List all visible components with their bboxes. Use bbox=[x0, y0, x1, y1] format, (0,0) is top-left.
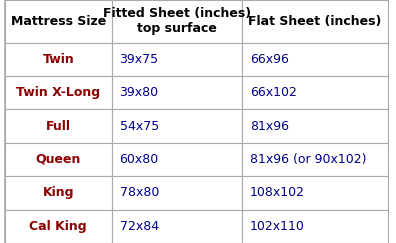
Bar bbox=[5, 143, 112, 176]
Bar bbox=[112, 109, 242, 143]
Text: 81x96 (or 90x102): 81x96 (or 90x102) bbox=[250, 153, 366, 166]
Bar bbox=[112, 0, 242, 43]
Text: Twin: Twin bbox=[42, 53, 74, 66]
Text: 81x96: 81x96 bbox=[250, 120, 289, 132]
Bar bbox=[242, 143, 388, 176]
Bar bbox=[5, 76, 112, 109]
Text: Fitted Sheet (inches)
top surface: Fitted Sheet (inches) top surface bbox=[103, 7, 251, 35]
Text: 102x110: 102x110 bbox=[250, 220, 305, 233]
Bar bbox=[5, 176, 112, 209]
Bar bbox=[242, 209, 388, 243]
Bar bbox=[242, 0, 388, 43]
Text: Twin X-Long: Twin X-Long bbox=[16, 86, 100, 99]
Bar bbox=[112, 176, 242, 209]
Bar bbox=[112, 143, 242, 176]
Text: 72x84: 72x84 bbox=[120, 220, 159, 233]
Text: 66x96: 66x96 bbox=[250, 53, 289, 66]
Bar bbox=[5, 43, 112, 76]
Bar bbox=[242, 76, 388, 109]
Text: 54x75: 54x75 bbox=[120, 120, 159, 132]
Text: King: King bbox=[42, 186, 74, 199]
Bar bbox=[242, 43, 388, 76]
Text: Mattress Size: Mattress Size bbox=[11, 15, 106, 28]
Text: Flat Sheet (inches): Flat Sheet (inches) bbox=[248, 15, 382, 28]
Bar bbox=[5, 209, 112, 243]
Bar bbox=[5, 0, 112, 43]
Bar bbox=[112, 43, 242, 76]
Text: Queen: Queen bbox=[36, 153, 81, 166]
Text: Cal King: Cal King bbox=[29, 220, 87, 233]
Bar bbox=[112, 209, 242, 243]
Bar bbox=[242, 109, 388, 143]
Text: 39x75: 39x75 bbox=[120, 53, 159, 66]
Text: 66x102: 66x102 bbox=[250, 86, 297, 99]
Bar bbox=[5, 109, 112, 143]
Bar bbox=[242, 176, 388, 209]
Bar bbox=[112, 76, 242, 109]
Text: 60x80: 60x80 bbox=[120, 153, 159, 166]
Text: 78x80: 78x80 bbox=[120, 186, 159, 199]
Text: 108x102: 108x102 bbox=[250, 186, 305, 199]
Text: 39x80: 39x80 bbox=[120, 86, 159, 99]
Text: Full: Full bbox=[46, 120, 71, 132]
